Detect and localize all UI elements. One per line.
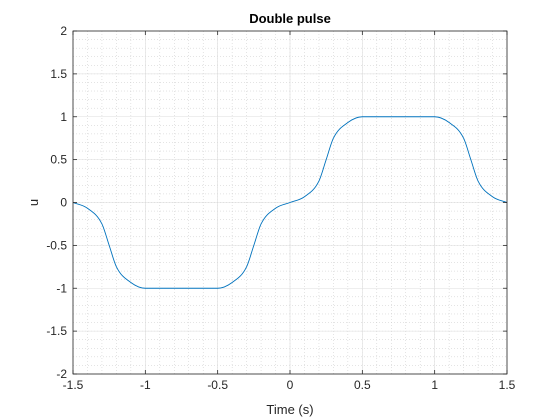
y-tick-label: 1	[60, 110, 67, 124]
x-ticks: -1.5 -1 -0.5 0 0.5 1 1.5	[63, 31, 516, 392]
y-tick-label: -0.5	[46, 238, 67, 252]
y-tick-label: -1	[56, 281, 67, 295]
series-layer	[72, 116, 508, 289]
y-tick-label: 0	[60, 196, 67, 210]
x-tick-label: 1.5	[499, 378, 516, 392]
y-tick-label: 0.5	[50, 153, 67, 167]
series-line-0	[72, 116, 508, 289]
x-axis-label: Time (s)	[266, 402, 313, 417]
y-tick-label: 2	[60, 24, 67, 38]
chart-title: Double pulse	[249, 11, 331, 26]
y-tick-label: 1.5	[50, 67, 67, 81]
y-tick-label: -2	[56, 367, 67, 381]
x-tick-label: 0	[287, 378, 294, 392]
x-tick-label: 1	[431, 378, 438, 392]
x-tick-label: -1.5	[63, 378, 84, 392]
y-tick-label: -1.5	[46, 324, 67, 338]
y-axis-label: u	[26, 199, 41, 206]
y-ticks: -2 -1.5 -1 -0.5 0 0.5 1 1.5 2	[46, 24, 507, 381]
x-tick-label: 0.5	[354, 378, 371, 392]
x-tick-label: -1	[140, 378, 151, 392]
x-tick-label: -0.5	[207, 378, 228, 392]
